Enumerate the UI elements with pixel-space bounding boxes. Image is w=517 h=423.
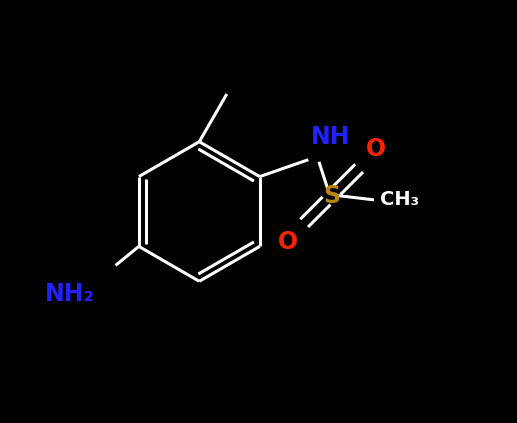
Text: NH: NH — [311, 125, 350, 149]
Text: NH₂: NH₂ — [44, 283, 95, 306]
Text: CH₃: CH₃ — [381, 190, 419, 209]
Text: O: O — [278, 230, 298, 254]
Text: S: S — [323, 184, 340, 208]
Text: O: O — [366, 137, 386, 161]
